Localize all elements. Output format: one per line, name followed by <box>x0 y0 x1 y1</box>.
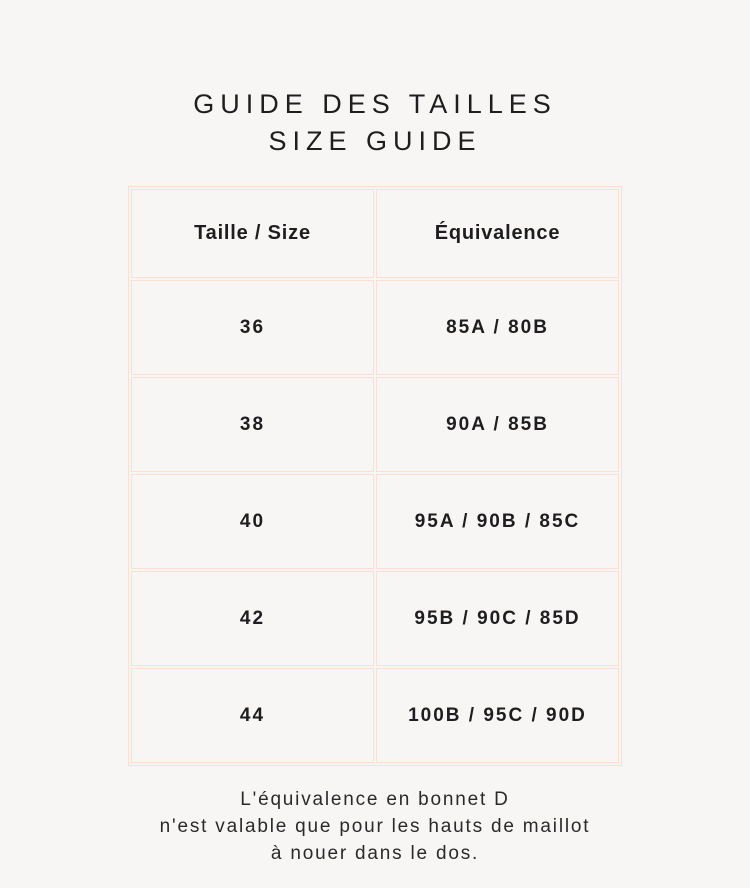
equivalence-cell: 100B / 95C / 90D <box>376 668 619 763</box>
page-title-english: SIZE GUIDE <box>268 126 482 156</box>
size-cell: 38 <box>131 377 374 472</box>
footnote: L'équivalence en bonnet D n'est valable … <box>0 786 750 867</box>
size-cell: 36 <box>131 280 374 375</box>
size-cell: 40 <box>131 474 374 569</box>
size-guide-table: Taille / Size Équivalence 36 85A / 80B 3… <box>128 186 622 766</box>
table-header-row: Taille / Size Équivalence <box>131 189 619 278</box>
column-header-equivalence: Équivalence <box>376 189 619 278</box>
equivalence-cell: 85A / 80B <box>376 280 619 375</box>
equivalence-cell: 95B / 90C / 85D <box>376 571 619 666</box>
equivalence-cell: 95A / 90B / 85C <box>376 474 619 569</box>
equivalence-cell: 90A / 85B <box>376 377 619 472</box>
column-header-taille-size: Taille / Size <box>131 189 374 278</box>
table-row: 36 85A / 80B <box>131 280 619 375</box>
footnote-line: L'équivalence en bonnet D <box>240 789 510 810</box>
table-row: 38 90A / 85B <box>131 377 619 472</box>
size-cell: 44 <box>131 668 374 763</box>
page-title: GUIDE DES TAILLES SIZE GUIDE <box>0 86 750 160</box>
footnote-line: à nouer dans le dos. <box>270 843 480 864</box>
table-row: 40 95A / 90B / 85C <box>131 474 619 569</box>
size-cell: 42 <box>131 571 374 666</box>
footnote-line: n'est valable que pour les hauts de mail… <box>159 816 591 837</box>
table-row: 42 95B / 90C / 85D <box>131 571 619 666</box>
table-row: 44 100B / 95C / 90D <box>131 668 619 763</box>
page-title-french: GUIDE DES TAILLES <box>193 89 557 119</box>
